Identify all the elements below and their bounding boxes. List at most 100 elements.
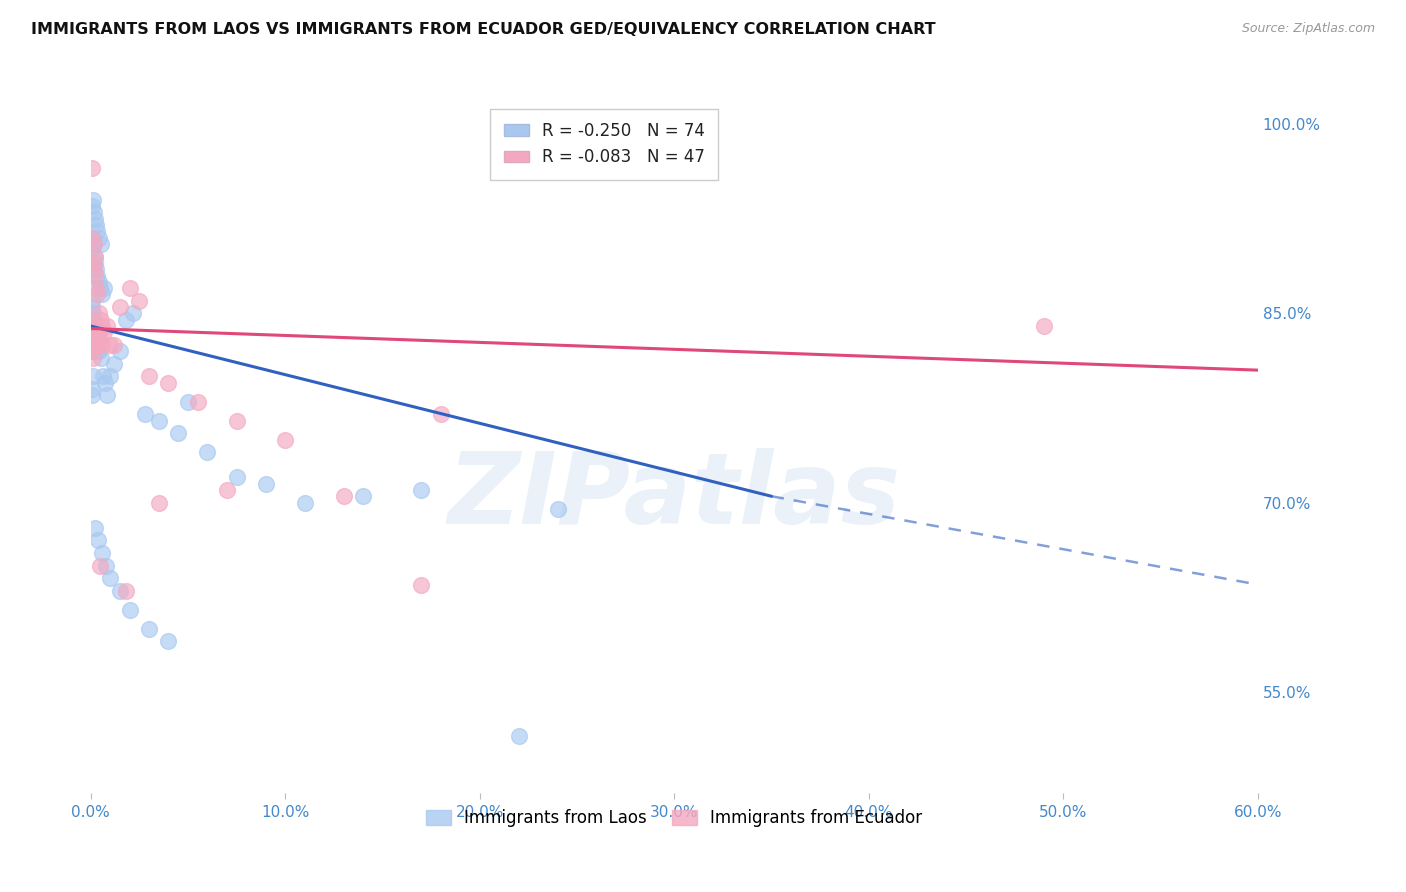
Point	[86, 287, 108, 301]
Point	[87, 326, 110, 340]
Point	[90, 312, 112, 326]
Point	[89, 230, 111, 244]
Point	[84, 332, 107, 346]
Point	[83, 268, 105, 283]
Point	[89, 344, 111, 359]
Point	[84, 250, 107, 264]
Point	[108, 300, 131, 314]
Point	[157, 376, 180, 390]
Point	[83, 326, 105, 340]
Point	[83, 326, 105, 340]
Point	[87, 533, 110, 548]
Point	[148, 414, 170, 428]
Point	[87, 275, 110, 289]
Point	[82, 332, 104, 346]
Point	[98, 571, 121, 585]
Point	[86, 262, 108, 277]
Point	[86, 268, 108, 283]
Point	[134, 407, 156, 421]
Point	[82, 351, 104, 365]
Point	[83, 521, 105, 535]
Point	[84, 338, 107, 352]
Point	[98, 338, 121, 352]
Point	[84, 256, 107, 270]
Point	[547, 501, 569, 516]
Point	[83, 344, 105, 359]
Point	[103, 338, 125, 352]
Point	[90, 351, 112, 365]
Point	[83, 237, 105, 252]
Point	[80, 326, 103, 340]
Point	[80, 244, 103, 258]
Point	[215, 483, 238, 497]
Point	[118, 603, 141, 617]
Point	[82, 312, 104, 326]
Point	[94, 376, 117, 390]
Point	[86, 332, 108, 346]
Point	[80, 199, 103, 213]
Point	[93, 326, 115, 340]
Point	[114, 583, 136, 598]
Point	[98, 369, 121, 384]
Point	[82, 256, 104, 270]
Point	[430, 407, 453, 421]
Point	[82, 300, 104, 314]
Point	[82, 230, 104, 244]
Point	[84, 281, 107, 295]
Point	[108, 344, 131, 359]
Point	[254, 476, 277, 491]
Point	[83, 318, 105, 333]
Text: ZIPatlas: ZIPatlas	[447, 448, 901, 544]
Point	[411, 577, 433, 591]
Point	[294, 495, 316, 509]
Point	[87, 332, 110, 346]
Point	[83, 326, 105, 340]
Point	[352, 489, 374, 503]
Point	[114, 312, 136, 326]
Point	[87, 326, 110, 340]
Point	[96, 388, 118, 402]
Point	[225, 414, 247, 428]
Point	[93, 281, 115, 295]
Point	[80, 388, 103, 402]
Point	[96, 558, 118, 573]
Point	[148, 495, 170, 509]
Point	[138, 622, 160, 636]
Point	[187, 394, 209, 409]
Point	[86, 338, 108, 352]
Point	[83, 250, 105, 264]
Text: Source: ZipAtlas.com: Source: ZipAtlas.com	[1241, 22, 1375, 36]
Point	[91, 287, 114, 301]
Point	[411, 483, 433, 497]
Point	[122, 306, 145, 320]
Point	[83, 205, 105, 219]
Point	[91, 318, 114, 333]
Text: IMMIGRANTS FROM LAOS VS IMMIGRANTS FROM ECUADOR GED/EQUIVALENCY CORRELATION CHAR: IMMIGRANTS FROM LAOS VS IMMIGRANTS FROM …	[31, 22, 935, 37]
Point	[195, 445, 218, 459]
Point	[90, 237, 112, 252]
Point	[103, 357, 125, 371]
Point	[86, 344, 108, 359]
Point	[84, 338, 107, 352]
Point	[508, 729, 530, 743]
Point	[82, 332, 104, 346]
Point	[82, 161, 104, 176]
Point	[82, 369, 104, 384]
Point	[128, 293, 150, 308]
Point	[108, 583, 131, 598]
Point	[82, 306, 104, 320]
Point	[89, 281, 111, 295]
Point	[80, 344, 103, 359]
Point	[138, 369, 160, 384]
Point	[274, 433, 297, 447]
Point	[80, 293, 103, 308]
Legend: Immigrants from Laos, Immigrants from Ecuador: Immigrants from Laos, Immigrants from Ec…	[419, 803, 929, 834]
Point	[84, 332, 107, 346]
Point	[118, 281, 141, 295]
Point	[82, 382, 104, 396]
Point	[86, 326, 108, 340]
Point	[82, 193, 104, 207]
Point	[83, 211, 105, 226]
Point	[87, 338, 110, 352]
Point	[86, 332, 108, 346]
